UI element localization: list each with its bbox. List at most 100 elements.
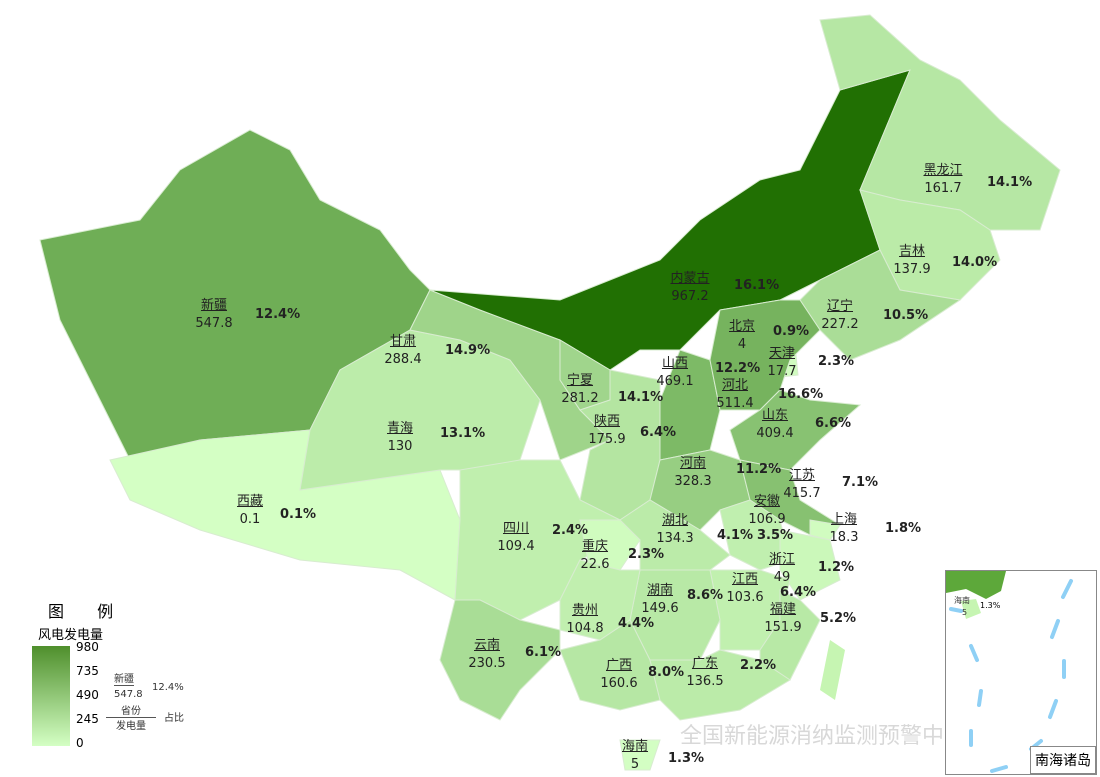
province-pct: 6.4%: [780, 585, 817, 600]
province-pct: 14.9%: [445, 343, 491, 358]
province-name: 四川: [502, 521, 530, 536]
inset-hainan-pct: 1.3%: [980, 601, 1001, 610]
inset-caption: 南海诸岛: [1030, 746, 1096, 774]
province-name: 吉林: [898, 244, 926, 259]
province-value: 227.2: [821, 317, 859, 332]
province-value: 137.9: [893, 262, 931, 277]
province-name: 辽宁: [826, 299, 854, 314]
province-value: 18.3: [829, 530, 859, 545]
province-hebei[interactable]: [709, 299, 821, 411]
province-pct: 2.4%: [552, 523, 589, 538]
province-name: 河南: [679, 456, 707, 471]
legend-format-right: 占比: [164, 713, 184, 724]
watermark: 全国新能源消纳监测预警中心: [680, 724, 967, 749]
province-pct: 12.4%: [255, 307, 301, 322]
province-pct: 14.1%: [987, 175, 1033, 190]
province-name: 广东: [691, 656, 719, 671]
province-pct: 0.1%: [280, 507, 317, 522]
legend: 图 例 风电发电量 980 735 490 245 0 新疆 547.8 12.…: [30, 598, 230, 758]
province-pct: 4.1%: [717, 528, 754, 543]
province-value: 104.8: [566, 621, 604, 636]
province-value: 17.7: [767, 364, 797, 379]
region-taiwan: [820, 640, 845, 700]
legend-tick: 735: [76, 664, 99, 678]
province-shandong[interactable]: [729, 389, 862, 471]
province-value: 281.2: [561, 391, 599, 406]
province-zhejiang[interactable]: [779, 529, 841, 601]
province-pct: 1.2%: [818, 560, 855, 575]
province-name: 福建: [769, 602, 797, 617]
province-name: 内蒙古: [670, 271, 710, 286]
province-value: 130: [387, 439, 413, 454]
legend-example-pct: 12.4%: [152, 682, 184, 693]
province-value: 415.7: [783, 486, 821, 501]
province-value: 149.6: [641, 601, 679, 616]
inset-hainan-value: 5: [962, 608, 968, 617]
province-hainan[interactable]: [619, 739, 661, 771]
province-name: 黑龙江: [923, 163, 963, 178]
legend-tick: 490: [76, 688, 99, 702]
province-pct: 5.2%: [820, 611, 857, 626]
legend-format-bottom: 发电量: [116, 721, 146, 732]
legend-example-value: 547.8: [114, 689, 143, 700]
province-name: 江西: [731, 572, 759, 587]
inset-hainan-name: 海南: [954, 596, 970, 605]
province-value: 469.1: [656, 374, 694, 389]
province-value: 134.3: [656, 531, 694, 546]
province-value: 151.9: [764, 620, 802, 635]
province-liaoning[interactable]: [799, 249, 962, 361]
province-name: 陕西: [593, 414, 621, 429]
province-name: 重庆: [581, 539, 609, 554]
province-name: 湖北: [661, 513, 689, 528]
province-guangdong[interactable]: [649, 649, 791, 721]
province-pct: 1.8%: [885, 521, 922, 536]
province-pct: 8.0%: [648, 665, 685, 680]
legend-example-name: 新疆: [114, 674, 134, 686]
province-pct: 12.2%: [715, 361, 761, 376]
province-value: 175.9: [588, 432, 626, 447]
province-name: 江苏: [788, 468, 816, 483]
province-pct: 16.1%: [734, 278, 780, 293]
province-pct: 8.6%: [687, 588, 724, 603]
south-china-sea-inset: 海南 1.3% 5 南海诸岛: [945, 570, 1097, 775]
province-pct: 6.4%: [640, 425, 677, 440]
province-value: 136.5: [686, 674, 724, 689]
province-value: 0.1: [239, 512, 261, 527]
legend-tick: 980: [76, 640, 99, 654]
province-value: 328.3: [674, 474, 712, 489]
province-pct: 2.2%: [740, 658, 777, 673]
province-pct: 0.9%: [773, 324, 810, 339]
province-pct: 3.5%: [757, 528, 794, 543]
province-value: 22.6: [580, 557, 610, 572]
province-guizhou[interactable]: [559, 559, 641, 641]
province-name: 青海: [386, 421, 414, 436]
province-value: 511.4: [716, 396, 754, 411]
province-name: 浙江: [768, 552, 796, 567]
legend-subtitle: 风电发电量: [38, 628, 104, 643]
province-value: 109.4: [497, 539, 535, 554]
province-value: 230.5: [468, 656, 506, 671]
legend-color-bar: [32, 646, 70, 746]
province-value: 106.9: [748, 512, 786, 527]
province-value: 547.8: [195, 316, 233, 331]
province-pct: 7.1%: [842, 475, 879, 490]
legend-tick: 245: [76, 712, 99, 726]
province-name: 宁夏: [566, 373, 594, 388]
province-name: 云南: [473, 638, 501, 653]
province-value: 49: [773, 570, 791, 585]
province-hubei[interactable]: [619, 499, 731, 571]
province-name: 甘肃: [389, 334, 417, 349]
province-value: 160.6: [600, 676, 638, 691]
province-name: 海南: [621, 739, 649, 754]
legend-tick: 0: [76, 736, 84, 750]
province-pct: 2.3%: [628, 547, 665, 562]
province-yunnan[interactable]: [439, 599, 561, 721]
province-value: 967.2: [671, 289, 709, 304]
province-pct: 6.6%: [815, 416, 852, 431]
province-value: 5: [630, 757, 640, 772]
province-name: 贵州: [571, 603, 599, 618]
province-name: 山西: [661, 356, 689, 371]
province-name: 广西: [605, 658, 633, 673]
